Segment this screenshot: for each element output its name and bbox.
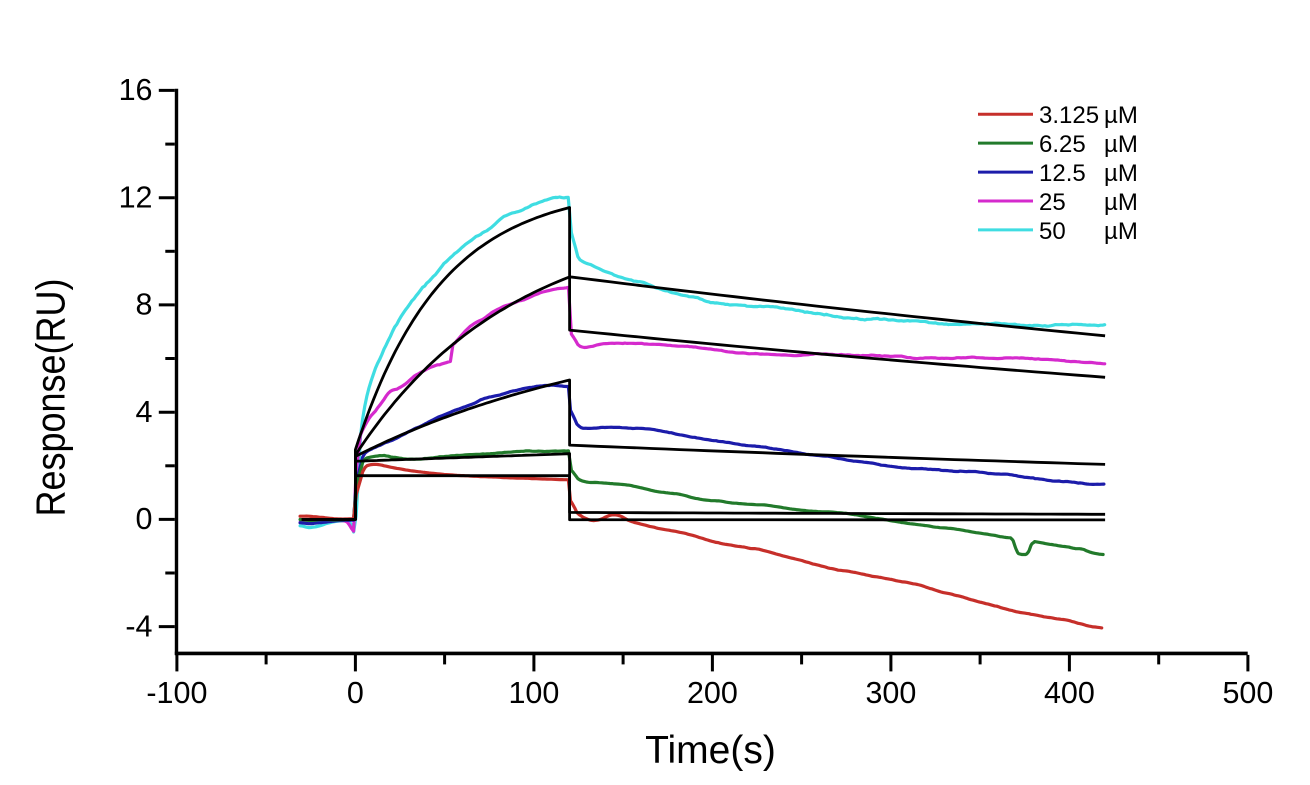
svg-text:50: 50: [1039, 218, 1066, 245]
svg-text:12: 12: [119, 181, 153, 215]
svg-text:µM: µM: [1104, 102, 1138, 129]
svg-text:16: 16: [119, 73, 153, 107]
svg-text:6.25: 6.25: [1039, 131, 1086, 158]
svg-text:Response(RU): Response(RU): [28, 279, 74, 517]
svg-text:4: 4: [136, 395, 153, 429]
svg-text:400: 400: [1044, 676, 1095, 710]
svg-text:100: 100: [508, 676, 559, 710]
svg-text:200: 200: [687, 676, 738, 710]
svg-text:-4: -4: [125, 609, 152, 643]
svg-text:8: 8: [136, 288, 153, 322]
svg-text:-100: -100: [146, 676, 207, 710]
svg-text:µM: µM: [1104, 160, 1138, 187]
svg-text:Time(s): Time(s): [645, 729, 776, 772]
svg-text:300: 300: [865, 676, 916, 710]
svg-text:3.125: 3.125: [1039, 102, 1099, 129]
svg-text:500: 500: [1222, 676, 1273, 710]
svg-text:12.5: 12.5: [1039, 160, 1086, 187]
svg-text:25: 25: [1039, 189, 1066, 216]
svg-text:0: 0: [136, 502, 153, 536]
svg-text:µM: µM: [1104, 218, 1138, 245]
svg-text:µM: µM: [1104, 131, 1138, 158]
svg-text:0: 0: [347, 676, 364, 710]
svg-text:µM: µM: [1104, 189, 1138, 216]
